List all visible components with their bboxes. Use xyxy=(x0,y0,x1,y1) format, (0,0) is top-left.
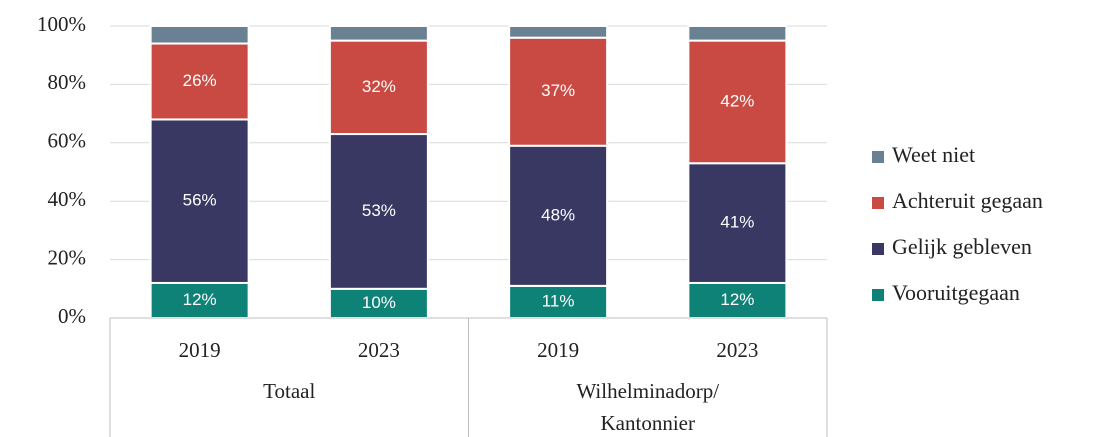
legend-swatch xyxy=(872,151,884,163)
y-tick-label: 80% xyxy=(48,70,87,94)
data-label: 11% xyxy=(542,291,575,310)
bar-segment xyxy=(149,42,250,121)
data-label: 42% xyxy=(720,91,754,110)
x-tick-label: 2019 xyxy=(179,338,221,362)
bar-segment xyxy=(508,144,609,287)
bar-segment xyxy=(149,25,250,45)
data-label: 12% xyxy=(720,290,754,309)
legend-label: Achteruit gegaan xyxy=(892,188,1043,213)
bar-segment xyxy=(508,36,609,147)
bar-segment xyxy=(687,162,788,284)
data-label: 10% xyxy=(362,293,396,312)
data-label: 37% xyxy=(541,81,575,100)
data-label: 48% xyxy=(541,205,575,224)
x-tick-label: 2023 xyxy=(358,338,400,362)
bar-segment xyxy=(508,25,609,39)
y-tick-label: 100% xyxy=(37,12,86,36)
data-label: 41% xyxy=(720,213,754,232)
data-label: 53% xyxy=(362,201,396,220)
legend-label: Weet niet xyxy=(892,142,975,167)
x-tick-label: 2023 xyxy=(716,338,758,362)
data-label: 56% xyxy=(183,191,217,210)
bar-segment xyxy=(687,281,788,319)
legend-swatch xyxy=(872,243,884,255)
bar-segment xyxy=(508,284,609,320)
group-label: Totaal xyxy=(263,379,315,403)
legend-swatch xyxy=(872,289,884,301)
x-tick-label: 2019 xyxy=(537,338,579,362)
bar-segment xyxy=(328,25,429,42)
data-label: 12% xyxy=(183,290,217,309)
y-tick-label: 60% xyxy=(48,129,87,153)
group-label: Wilhelminadorp/ xyxy=(576,379,719,403)
data-label: 32% xyxy=(362,77,396,96)
group-label: Kantonnier xyxy=(601,411,695,435)
bar-segment xyxy=(328,39,429,136)
y-tick-label: 40% xyxy=(48,187,87,211)
data-label: 26% xyxy=(183,71,217,90)
legend-swatch xyxy=(872,197,884,209)
y-tick-label: 0% xyxy=(58,304,86,328)
y-tick-label: 20% xyxy=(48,245,87,269)
legend-label: Gelijk gebleven xyxy=(892,234,1032,259)
bar-segment xyxy=(328,133,429,290)
bar-segment xyxy=(149,118,250,284)
legend-label: Vooruitgegaan xyxy=(892,280,1020,305)
bar-segment xyxy=(687,25,788,42)
